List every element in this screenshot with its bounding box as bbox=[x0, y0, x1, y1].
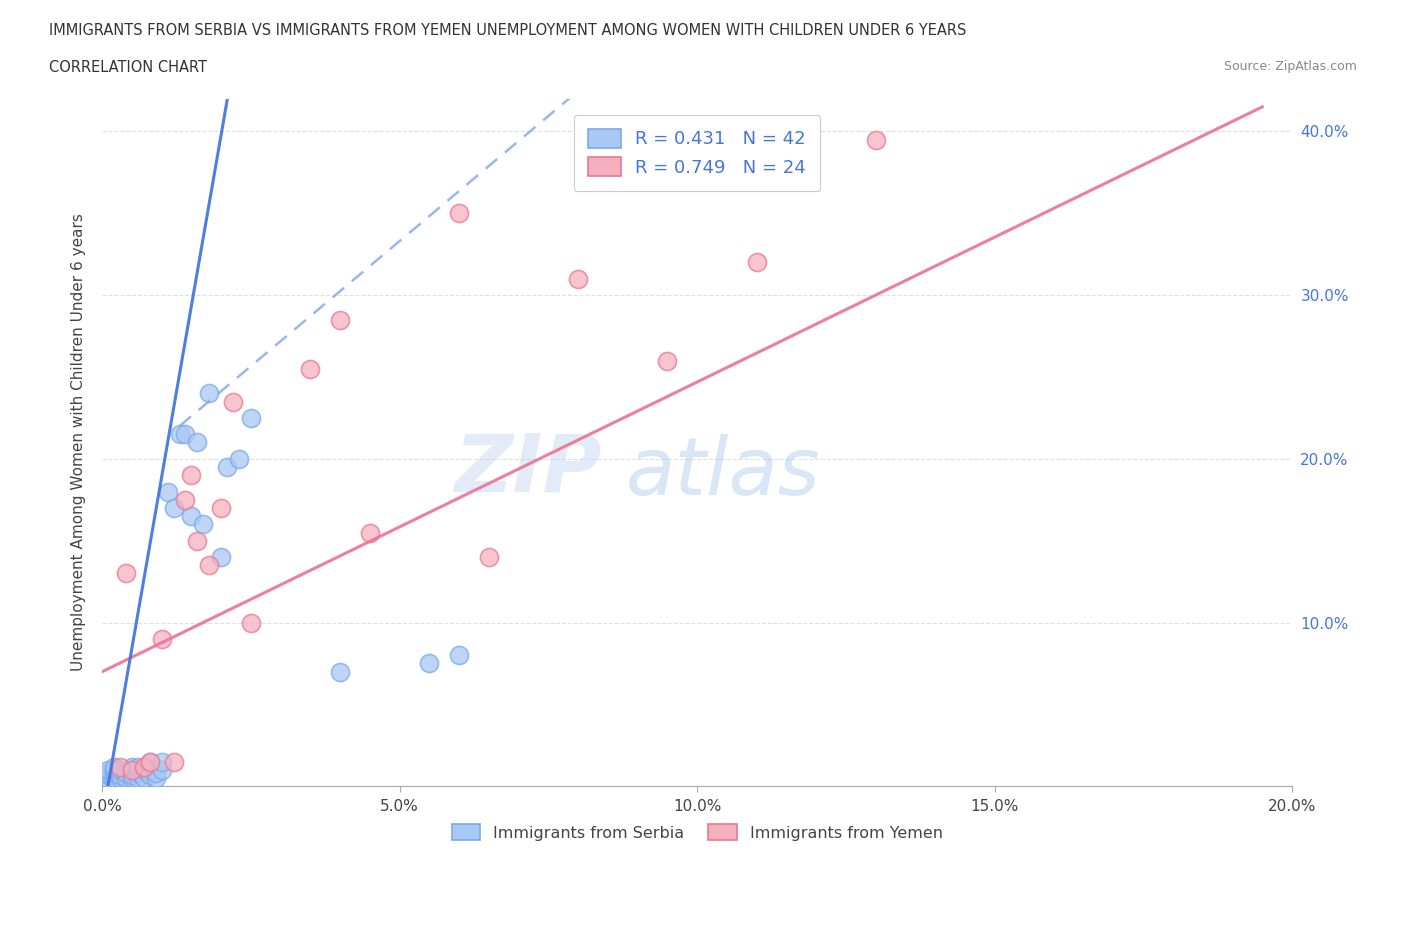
Y-axis label: Unemployment Among Women with Children Under 6 years: Unemployment Among Women with Children U… bbox=[72, 214, 86, 671]
Point bbox=[239, 615, 262, 630]
Point bbox=[127, 765, 149, 780]
Text: CORRELATION CHART: CORRELATION CHART bbox=[49, 60, 207, 75]
Point bbox=[222, 394, 245, 409]
Point bbox=[115, 765, 138, 780]
Point bbox=[180, 468, 202, 483]
Point bbox=[108, 767, 131, 782]
Point bbox=[596, 157, 619, 172]
Point bbox=[150, 754, 173, 769]
Point bbox=[657, 353, 679, 368]
Point bbox=[174, 492, 197, 507]
Point bbox=[865, 132, 887, 147]
Point bbox=[97, 765, 120, 780]
Text: atlas: atlas bbox=[626, 434, 821, 512]
Point bbox=[145, 765, 167, 780]
Point bbox=[97, 767, 120, 782]
Point bbox=[567, 272, 589, 286]
Point bbox=[103, 771, 125, 786]
Legend: Immigrants from Serbia, Immigrants from Yemen: Immigrants from Serbia, Immigrants from … bbox=[446, 817, 949, 847]
Point bbox=[139, 754, 162, 769]
Point bbox=[132, 771, 155, 786]
Point bbox=[239, 410, 262, 425]
Point bbox=[198, 386, 221, 401]
Point bbox=[121, 763, 143, 777]
Point bbox=[162, 500, 184, 515]
Point bbox=[108, 763, 131, 777]
Text: IMMIGRANTS FROM SERBIA VS IMMIGRANTS FROM YEMEN UNEMPLOYMENT AMONG WOMEN WITH CH: IMMIGRANTS FROM SERBIA VS IMMIGRANTS FRO… bbox=[49, 23, 966, 38]
Point bbox=[97, 771, 120, 786]
Point bbox=[132, 763, 155, 777]
Point bbox=[97, 763, 120, 777]
Point bbox=[145, 771, 167, 786]
Point bbox=[103, 763, 125, 777]
Point bbox=[329, 664, 352, 679]
Point bbox=[108, 771, 131, 786]
Point bbox=[139, 767, 162, 782]
Point bbox=[162, 754, 184, 769]
Point bbox=[299, 362, 322, 377]
Point bbox=[121, 767, 143, 782]
Point bbox=[186, 435, 208, 450]
Point bbox=[209, 500, 232, 515]
Point bbox=[103, 759, 125, 774]
Point bbox=[180, 509, 202, 524]
Point bbox=[449, 206, 471, 220]
Point bbox=[198, 558, 221, 573]
Point bbox=[478, 550, 501, 565]
Point bbox=[745, 255, 768, 270]
Point bbox=[418, 656, 440, 671]
Text: ZIP: ZIP bbox=[454, 431, 602, 509]
Point bbox=[169, 427, 191, 442]
Point bbox=[121, 759, 143, 774]
Point bbox=[186, 533, 208, 548]
Point bbox=[150, 631, 173, 646]
Point bbox=[228, 451, 250, 466]
Point bbox=[174, 427, 197, 442]
Point bbox=[209, 550, 232, 565]
Point bbox=[115, 566, 138, 581]
Point bbox=[132, 759, 155, 774]
Point bbox=[150, 763, 173, 777]
Point bbox=[156, 485, 179, 499]
Point bbox=[103, 765, 125, 780]
Point bbox=[193, 517, 215, 532]
Point bbox=[121, 771, 143, 786]
Point bbox=[108, 759, 131, 774]
Point bbox=[359, 525, 381, 540]
Point bbox=[127, 759, 149, 774]
Point bbox=[115, 771, 138, 786]
Point bbox=[217, 459, 239, 474]
Text: Source: ZipAtlas.com: Source: ZipAtlas.com bbox=[1223, 60, 1357, 73]
Point bbox=[449, 648, 471, 663]
Point bbox=[329, 312, 352, 327]
Point bbox=[127, 771, 149, 786]
Point bbox=[139, 754, 162, 769]
